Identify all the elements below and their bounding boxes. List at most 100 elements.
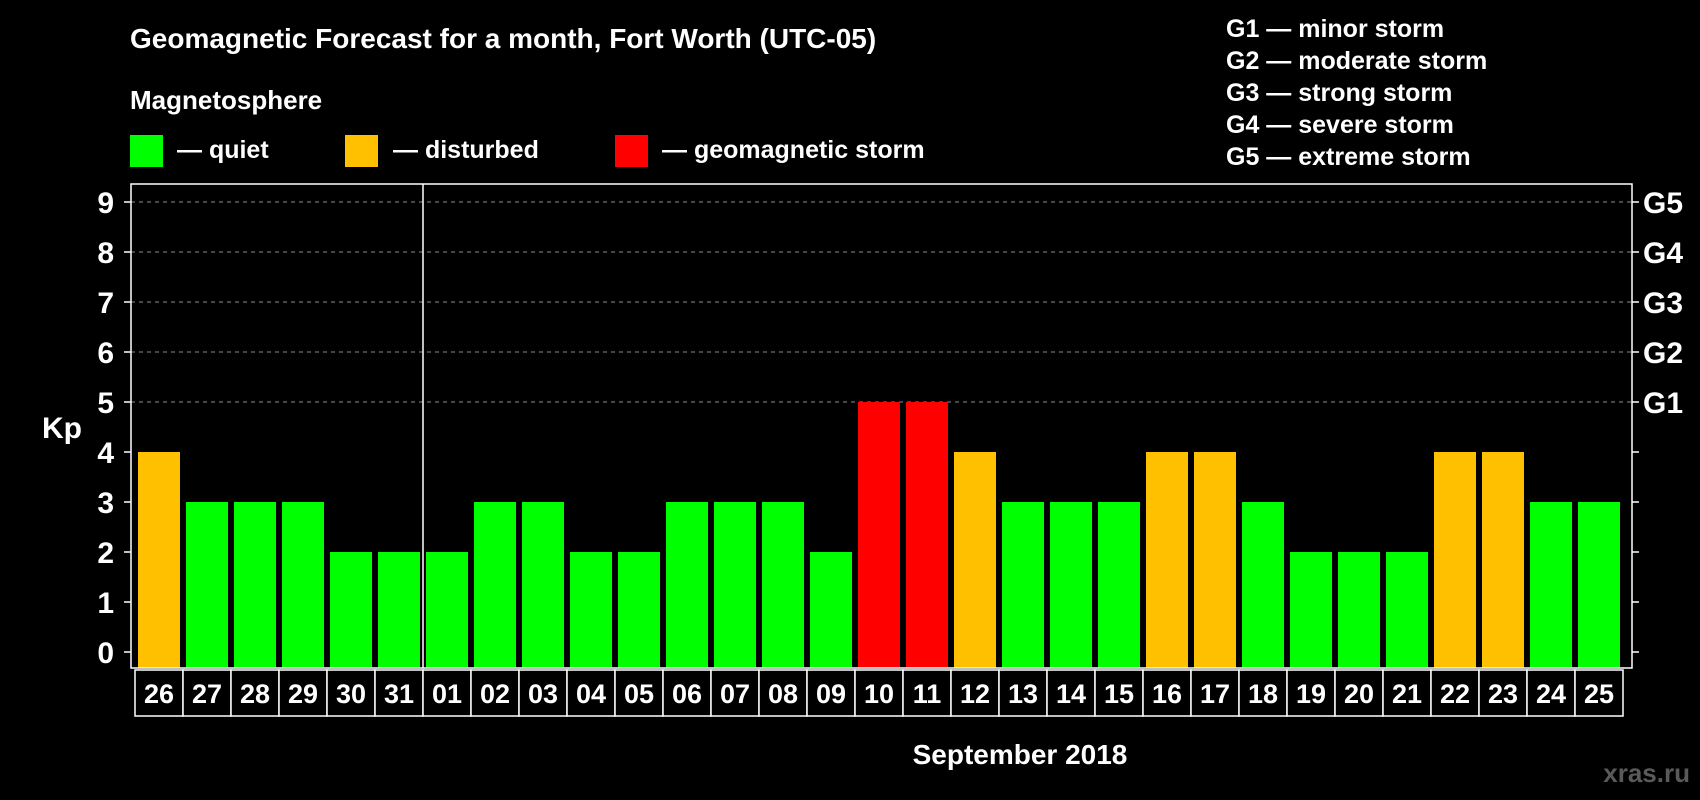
x-tick-label-06: 06 (672, 679, 702, 709)
x-label-box-21 (1382, 669, 1432, 717)
bar-08 (762, 502, 804, 668)
x-tick-label-21: 21 (1392, 679, 1422, 709)
bar-06 (666, 502, 708, 668)
y-tick-label-4: 4 (97, 437, 114, 470)
bar-10 (858, 402, 900, 668)
bar-28 (234, 502, 276, 668)
bars-layer (138, 402, 1620, 668)
x-tick-label-05: 05 (624, 679, 654, 709)
storm-scale-g3: G3 — strong storm (1226, 79, 1452, 107)
x-label-box-25 (1574, 669, 1624, 717)
bar-05 (618, 552, 660, 668)
bar-01 (426, 552, 468, 668)
x-tick-label-10: 10 (864, 679, 894, 709)
x-label-box-20 (1334, 669, 1384, 717)
x-tick-label-24: 24 (1536, 679, 1566, 709)
x-label-box-08 (758, 669, 808, 717)
x-tick-label-18: 18 (1248, 679, 1278, 709)
x-label-box-31 (374, 669, 424, 717)
bar-30 (330, 552, 372, 668)
x-label-box-09 (806, 669, 856, 717)
legend-swatch-quiet (130, 135, 163, 167)
x-label-box-15 (1094, 669, 1144, 717)
x-tick-label-26: 26 (144, 679, 174, 709)
x-tick-label-04: 04 (576, 679, 606, 709)
x-label-box-29 (278, 669, 328, 717)
x-tick-label-12: 12 (960, 679, 990, 709)
bar-27 (186, 502, 228, 668)
bar-23 (1482, 452, 1524, 668)
right-label-G1: G1 (1643, 387, 1683, 420)
x-tick-label-27: 27 (192, 679, 222, 709)
storm-scale-g1: G1 — minor storm (1226, 15, 1444, 43)
y-tick-label-3: 3 (97, 487, 114, 520)
x-tick-label-13: 13 (1008, 679, 1038, 709)
chart-title: Geomagnetic Forecast for a month, Fort W… (130, 23, 876, 54)
y-tick-label-0: 0 (97, 637, 114, 670)
x-tick-label-25: 25 (1584, 679, 1614, 709)
x-label-box-01 (422, 669, 472, 717)
bar-17 (1194, 452, 1236, 668)
x-tick-label-01: 01 (432, 679, 462, 709)
x-label-box-28 (230, 669, 280, 717)
bar-19 (1290, 552, 1332, 668)
x-tick-label-29: 29 (288, 679, 318, 709)
bar-26 (138, 452, 180, 668)
right-label-G5: G5 (1643, 187, 1683, 220)
storm-scale-g2: G2 — moderate storm (1226, 47, 1487, 75)
bar-29 (282, 502, 324, 668)
x-tick-label-20: 20 (1344, 679, 1374, 709)
bar-11 (906, 402, 948, 668)
x-label-box-11 (902, 669, 952, 717)
bar-20 (1338, 552, 1380, 668)
y-tick-label-1: 1 (97, 587, 114, 620)
y-axis-label: Kp (42, 412, 82, 445)
y-tick-label-5: 5 (97, 387, 114, 420)
bar-09 (810, 552, 852, 668)
x-tick-label-31: 31 (384, 679, 414, 709)
y-tick-label-8: 8 (97, 237, 114, 270)
x-tick-label-02: 02 (480, 679, 510, 709)
bar-16 (1146, 452, 1188, 668)
bar-21 (1386, 552, 1428, 668)
plot-frame (130, 183, 1633, 669)
x-label-box-07 (710, 669, 760, 717)
grid-layer (131, 201, 1632, 403)
bar-02 (474, 502, 516, 668)
x-tick-label-09: 09 (816, 679, 846, 709)
x-tick-label-30: 30 (336, 679, 366, 709)
x-label-box-06 (662, 669, 712, 717)
legend-swatch-storm (615, 135, 648, 167)
x-label-box-13 (998, 669, 1048, 717)
y-tick-label-7: 7 (97, 287, 114, 320)
legend-label-storm: — geomagnetic storm (662, 136, 925, 164)
x-tick-label-07: 07 (720, 679, 750, 709)
bar-14 (1050, 502, 1092, 668)
y-tick-label-2: 2 (97, 537, 114, 570)
bar-15 (1098, 502, 1140, 668)
x-label-box-05 (614, 669, 664, 717)
x-label-box-18 (1238, 669, 1288, 717)
bar-25 (1578, 502, 1620, 668)
bar-07 (714, 502, 756, 668)
x-tick-label-23: 23 (1488, 679, 1518, 709)
watermark: xras.ru (1603, 758, 1690, 788)
x-tick-label-17: 17 (1200, 679, 1230, 709)
x-label-box-23 (1478, 669, 1528, 717)
legend-label-quiet: — quiet (177, 136, 269, 164)
bar-24 (1530, 502, 1572, 668)
x-tick-label-03: 03 (528, 679, 558, 709)
bar-03 (522, 502, 564, 668)
storm-scale-g5: G5 — extreme storm (1226, 143, 1471, 171)
storm-scale-g4: G4 — severe storm (1226, 111, 1454, 139)
x-tick-label-11: 11 (913, 679, 942, 709)
legend-swatch-disturbed (345, 135, 378, 167)
bar-13 (1002, 502, 1044, 668)
x-label-box-22 (1430, 669, 1480, 717)
bar-18 (1242, 502, 1284, 668)
legend-title: Magnetosphere (130, 85, 322, 115)
x-label-box-19 (1286, 669, 1336, 717)
x-label-box-14 (1046, 669, 1096, 717)
x-label-box-26 (134, 669, 184, 717)
